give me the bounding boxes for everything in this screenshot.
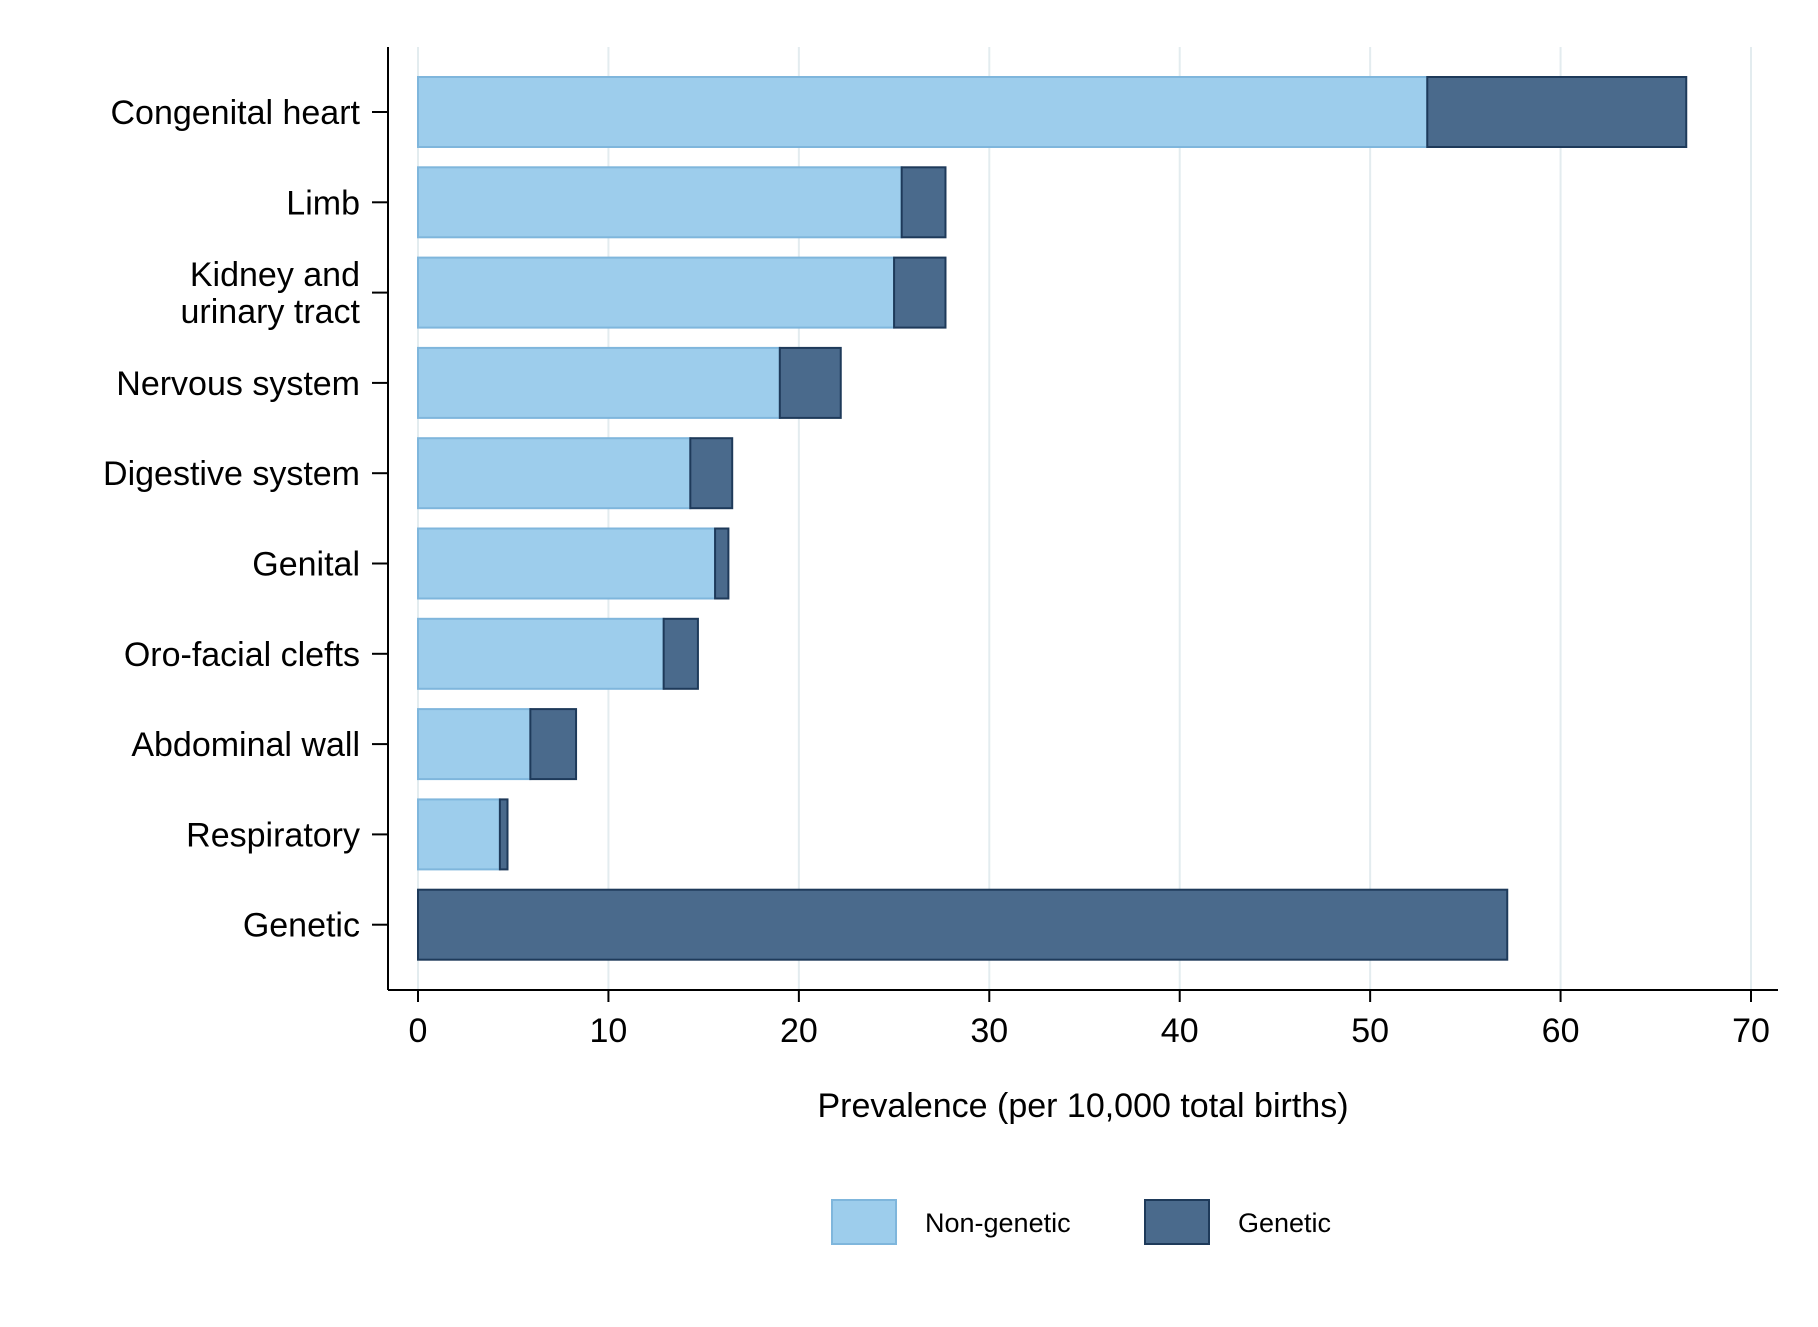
y-tick-label: Oro-facial clefts: [124, 636, 360, 674]
bar-non-genetic: [417, 798, 501, 871]
legend: Non-genetic Genetic: [831, 1199, 1331, 1245]
y-tick-label: Limb: [286, 184, 360, 222]
y-tick-label: Genetic: [243, 907, 360, 945]
x-tick-label: 70: [1732, 1012, 1770, 1050]
bar-genetic: [417, 888, 1509, 961]
bar-genetic: [662, 617, 699, 690]
bar-genetic: [689, 437, 734, 510]
y-tick-label: Genital: [252, 546, 360, 584]
legend-swatch-genetic: [1144, 1199, 1210, 1245]
bar-genetic: [529, 708, 578, 781]
y-tick-labels: Congenital heart Limb Kidney and urinary tr…: [103, 94, 388, 945]
x-tick-label: 60: [1542, 1012, 1580, 1050]
y-tick-label: Nervous system: [116, 365, 360, 403]
x-axis-title: Prevalence (per 10,000 total births): [817, 1087, 1348, 1125]
bar-genetic: [1426, 76, 1688, 148]
x-tick-label: 40: [1161, 1012, 1199, 1050]
bar-non-genetic: [417, 76, 1429, 148]
x-tick-label: 30: [970, 1012, 1008, 1050]
y-tick-label: Kidney and urinary tract: [181, 256, 361, 331]
y-tick-label: Abdominal wall: [131, 726, 360, 764]
bar-genetic: [714, 527, 730, 600]
bar-non-genetic: [417, 617, 665, 690]
legend-label-non-genetic: Non-genetic: [925, 1208, 1071, 1238]
bars: [417, 76, 1688, 961]
bar-non-genetic: [417, 256, 896, 329]
y-tick-label: Congenital heart: [110, 94, 360, 132]
x-tick-labels: 0 10 20 30 40 50 60 70: [409, 990, 1770, 1050]
axes: [387, 47, 1778, 991]
bar-genetic: [778, 346, 842, 419]
bar-non-genetic: [417, 166, 903, 239]
bar-non-genetic: [417, 527, 717, 600]
y-tick-label: Respiratory: [186, 816, 360, 854]
bar-non-genetic: [417, 437, 692, 510]
legend-swatch-non-genetic: [831, 1199, 897, 1245]
legend-label-genetic: Genetic: [1238, 1208, 1331, 1238]
x-tick-label: 20: [780, 1012, 818, 1050]
bar-genetic: [900, 166, 947, 239]
x-tick-label: 50: [1351, 1012, 1389, 1050]
bar-non-genetic: [417, 708, 532, 781]
x-tick-label: 10: [590, 1012, 628, 1050]
x-tick-label: 0: [409, 1012, 428, 1050]
bar-non-genetic: [417, 346, 781, 419]
bar-genetic: [893, 256, 947, 329]
bar-genetic: [498, 798, 509, 871]
y-tick-label: Digestive system: [103, 455, 360, 493]
